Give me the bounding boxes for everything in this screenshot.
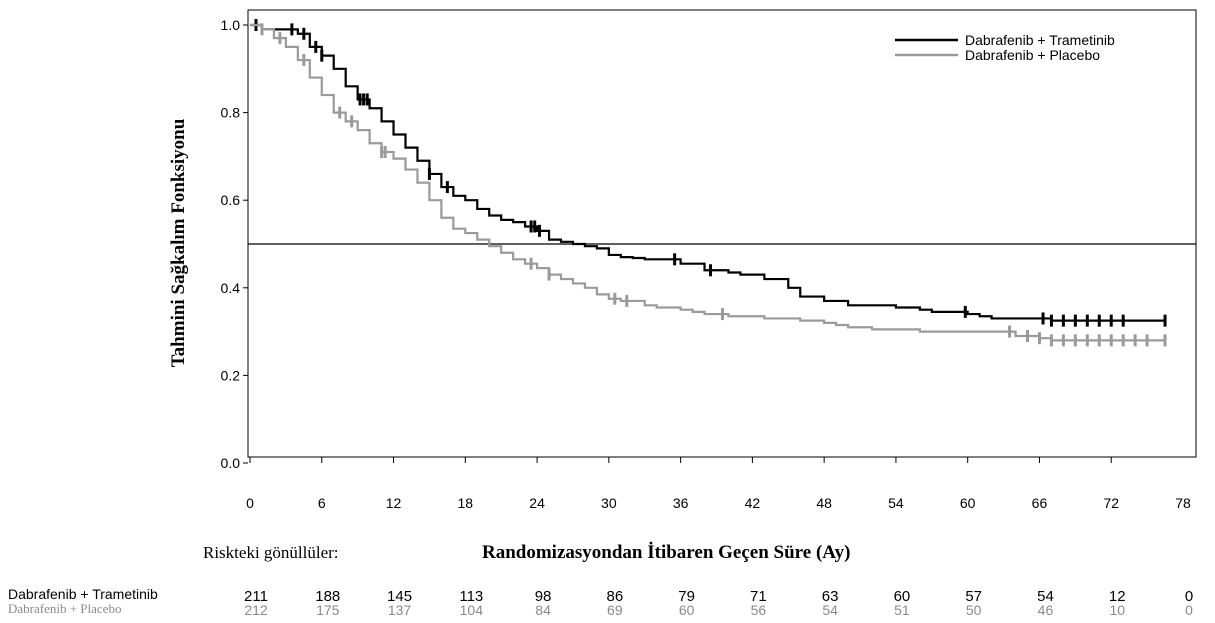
risk-value: 188 (315, 588, 340, 605)
risk-value: 86 (607, 588, 624, 605)
x-tick-label: 30 (601, 495, 617, 511)
y-tick-label: 0.4 (221, 280, 241, 296)
risk-value: 54 (822, 602, 838, 618)
x-axis-label: Randomizasyondan İtibaren Geçen Süre (Ay… (482, 542, 850, 563)
x-tick-label: 60 (960, 495, 976, 511)
risk-value: 12 (1109, 588, 1126, 605)
risk-value: 46 (1038, 602, 1054, 618)
risk-value: 63 (822, 588, 839, 605)
axes: 0.0 0.2 0.4 0.6 0.8 1.0 0 6 12 18 24 30 36 42 48 54 60 66… (221, 17, 1191, 511)
risk-value: 54 (1037, 588, 1054, 605)
x-tick-label: 24 (529, 495, 545, 511)
x-tick-label: 6 (318, 495, 326, 511)
risk-value: 79 (678, 588, 695, 605)
series-line-2 (250, 23, 1166, 342)
risk-table-title: Riskteki gönüllüler: (203, 543, 339, 562)
risk-value: 104 (460, 602, 484, 618)
x-tick-label: 72 (1103, 495, 1119, 511)
risk-value: 84 (535, 602, 551, 618)
series-line-1 (250, 23, 1166, 322)
risk-value: 113 (459, 588, 483, 605)
risk-value: 175 (316, 602, 340, 618)
x-tick-label: 36 (673, 495, 689, 511)
legend-label-2: Dabrafenib + Placebo (965, 47, 1100, 63)
risk-value: 211 (244, 588, 268, 605)
x-tick-label: 18 (458, 495, 474, 511)
risk-value: 137 (388, 602, 412, 618)
y-tick-label: 1.0 (221, 17, 241, 33)
risk-value: 51 (894, 602, 910, 618)
y-axis-label: Tahmini Sağkalım Fonksiyonu (168, 118, 189, 367)
x-tick-label: 0 (246, 495, 254, 511)
y-tick-label: 0.8 (221, 105, 241, 121)
risk-value: 60 (894, 588, 911, 605)
y-tick-label: 0.0 (221, 455, 241, 471)
plot-area (247, 9, 1197, 458)
risk-value: 69 (607, 602, 623, 618)
legend-label-1: Dabrafenib + Trametinib (965, 32, 1115, 48)
x-tick-label: 66 (1032, 495, 1048, 511)
risk-value: 145 (387, 588, 412, 605)
y-tick-label: 0.2 (221, 367, 241, 383)
y-tick-label: 0.6 (221, 192, 241, 208)
x-tick-label: 42 (745, 495, 761, 511)
x-tick-label: 54 (888, 495, 904, 511)
risk-value: 0 (1185, 588, 1193, 605)
risk-value: 212 (244, 602, 268, 618)
x-tick-label: 12 (386, 495, 402, 511)
risk-row-name-2: Dabrafenib + Placebo (8, 601, 121, 616)
risk-value: 10 (1109, 602, 1125, 618)
risk-value: 57 (965, 588, 982, 605)
plot-frame (247, 9, 1197, 458)
x-tick-label: 78 (1175, 495, 1191, 511)
risk-value: 98 (535, 588, 552, 605)
risk-value: 0 (1185, 602, 1193, 618)
risk-table: Dabrafenib + Trametinib 211 188 145 113 98 86 7… (8, 586, 1193, 618)
risk-value: 60 (679, 602, 695, 618)
risk-value: 71 (750, 588, 767, 605)
risk-value: 50 (966, 602, 982, 618)
x-tick-label: 48 (816, 495, 832, 511)
risk-row-name-1: Dabrafenib + Trametinib (8, 586, 158, 602)
risk-value: 56 (751, 602, 767, 618)
